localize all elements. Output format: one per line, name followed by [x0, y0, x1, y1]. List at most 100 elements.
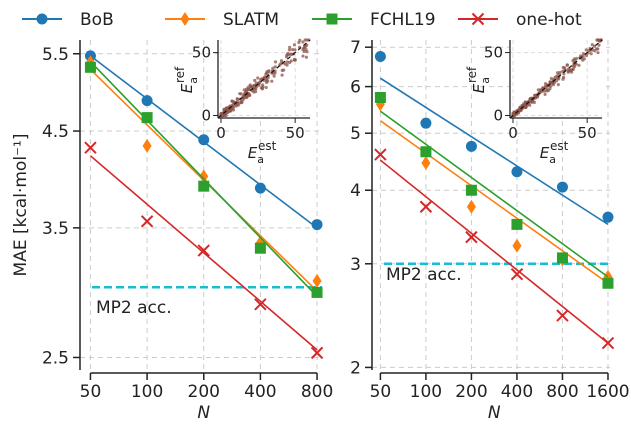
inset-point: [549, 80, 553, 84]
y-tick-label: 2.5: [42, 348, 69, 368]
inset-point: [270, 79, 274, 83]
x-axis-label: N: [197, 403, 210, 421]
inset-point: [271, 66, 275, 70]
mp2-reference-label: MP2 acc.: [96, 298, 172, 318]
inset-point: [246, 85, 250, 89]
point-BoB: [511, 166, 523, 178]
inset-point: [301, 48, 305, 52]
inset-x-axis-label: Eaest: [248, 139, 277, 166]
inset-point: [231, 108, 236, 112]
inset-x-axis-label: Eaest: [540, 139, 569, 166]
inset-point: [288, 52, 293, 56]
inset-point: [287, 48, 292, 52]
legend-label-SLATM: SLATM: [223, 10, 279, 30]
inset-point: [305, 43, 309, 47]
inset-point: [288, 45, 292, 49]
point-one-hot: [510, 268, 524, 281]
inset-point: [582, 57, 586, 61]
inset-y-axis-label: Earef: [465, 66, 492, 93]
inset-point: [256, 76, 260, 80]
fit-line-one-hot: [89, 155, 318, 351]
inset-point: [543, 81, 548, 86]
inset-point: [273, 60, 278, 64]
inset-point: [242, 96, 246, 100]
point-FCHL19: [556, 252, 568, 264]
inset-point: [596, 47, 600, 51]
inset-point: [555, 74, 559, 78]
legend-marker-BoB: [36, 13, 48, 25]
point-SLATM: [142, 138, 152, 153]
inset-x-tick-label: 50: [286, 124, 305, 142]
fit-line-FCHL19: [89, 60, 318, 297]
x-axis-label: N: [488, 403, 501, 421]
legend-marker-SLATM: [180, 12, 190, 26]
x-tick-label: 400: [501, 382, 533, 402]
y-tick-label: 5: [350, 124, 361, 144]
inset-point: [548, 87, 552, 91]
point-SLATM: [199, 169, 209, 184]
point-one-hot: [310, 346, 324, 360]
inset-point: [534, 96, 538, 100]
x-tick-label: 1600: [586, 382, 629, 402]
point-one-hot: [254, 298, 267, 311]
fit-line-BoB: [379, 77, 609, 226]
inset-point: [573, 64, 577, 69]
inset-point: [567, 69, 571, 73]
inset-point: [558, 70, 562, 74]
inset-point: [254, 87, 258, 91]
inset-point: [543, 92, 547, 97]
inset-y-tick-label: 0: [201, 106, 211, 124]
inset-point: [285, 60, 289, 64]
inset-point: [253, 78, 257, 82]
inset-point: [529, 100, 533, 104]
y-tick-label: 3: [350, 255, 361, 275]
point-FCHL19: [511, 218, 523, 230]
inset-y-axis-label: Earef: [173, 66, 200, 93]
point-one-hot: [601, 336, 615, 350]
point-SLATM: [312, 273, 322, 288]
point-FCHL19: [198, 180, 210, 192]
inset-point: [562, 72, 566, 76]
point-BoB: [198, 134, 210, 146]
x-tick-label: 50: [80, 382, 102, 402]
inset-point: [545, 89, 549, 93]
inset-point: [228, 108, 233, 112]
panel-left: 2.5 3.5 4.5 5.5 50 100 200 400 800 N MAE [kcal·mol…: [11, 38, 333, 423]
panel-right: 2 3 4 5 6 7 50 100 200 400 800 1600 N MP2 acc. 0 50 0 50 E…: [350, 38, 629, 423]
inset-point: [242, 88, 246, 92]
legend-label-BoB: BoB: [80, 10, 114, 30]
point-SLATM: [466, 199, 476, 214]
inset-point: [244, 95, 249, 100]
inset-point: [263, 75, 267, 79]
point-one-hot: [556, 309, 569, 322]
point-BoB: [420, 117, 432, 129]
y-tick-label: 4.5: [42, 122, 69, 142]
inset-point: [301, 54, 305, 58]
inset-point: [575, 56, 579, 61]
inset-point: [512, 113, 516, 118]
y-tick-label: 6: [350, 78, 361, 98]
inset-point: [301, 40, 305, 44]
y-tick-label: 7: [350, 38, 361, 58]
y-tick-label: 4: [350, 181, 361, 201]
inset-point: [260, 87, 264, 91]
point-one-hot: [374, 148, 387, 161]
inset-point: [304, 47, 308, 52]
inset-point: [555, 71, 560, 75]
inset-x-tick-label: 50: [578, 124, 597, 142]
inset-point: [252, 84, 256, 88]
point-FCHL19: [84, 61, 96, 73]
inset-point: [590, 43, 594, 47]
y-axis-label: MAE [kcal·mol⁻¹]: [11, 134, 31, 277]
inset-point: [230, 99, 234, 103]
inset-y-tick-label: 50: [484, 44, 503, 62]
x-tick-label: 200: [455, 382, 487, 402]
inset-point: [571, 59, 575, 63]
point-one-hot: [465, 230, 478, 244]
inset-point: [292, 57, 296, 62]
point-BoB: [254, 182, 266, 194]
point-BoB: [374, 50, 386, 62]
y-tick-label: 3.5: [42, 219, 69, 239]
y-tick-label: 5.5: [42, 45, 69, 65]
inset-point: [273, 65, 277, 69]
